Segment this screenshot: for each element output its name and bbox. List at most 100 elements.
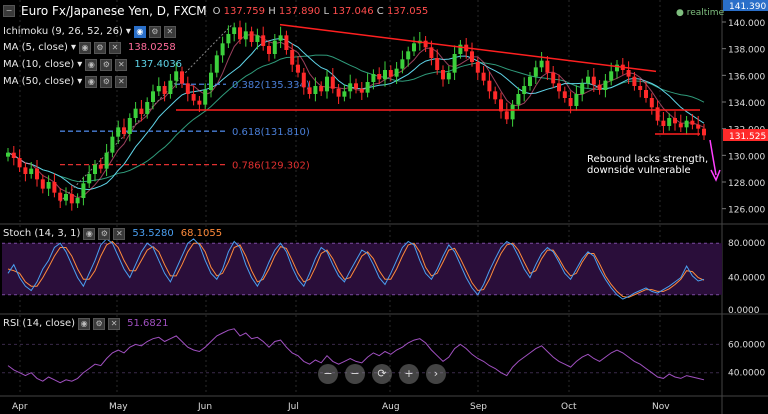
candle-body [116, 127, 121, 137]
indicator-ma10[interactable]: MA (10, close) ▾ ◉ ⚙ ✕ 137.4036 [3, 59, 183, 71]
eye-icon[interactable]: ◉ [78, 42, 91, 54]
stoch-legend[interactable]: Stoch (14, 3, 1) ◉ ⚙ ✕ 53.5280 68.1055 [3, 228, 223, 240]
candle-body [58, 192, 63, 201]
eye-icon[interactable]: ◉ [83, 228, 96, 240]
month-label: Oct [561, 402, 577, 412]
close-icon[interactable]: ✕ [113, 228, 126, 240]
candle-body [278, 35, 283, 41]
candle-body [284, 35, 289, 50]
candle-body [29, 168, 34, 174]
settings-icon[interactable]: ⚙ [100, 76, 113, 88]
close-icon[interactable]: ✕ [115, 59, 128, 71]
candle-body [632, 76, 637, 86]
candle-body [191, 94, 196, 101]
close-icon[interactable]: ✕ [163, 26, 176, 38]
dropdown-icon: ▾ [125, 26, 131, 37]
scroll-left-button[interactable]: − [345, 364, 365, 384]
stoch-tick-label: 80.0000 [728, 239, 765, 249]
rsi-legend[interactable]: RSI (14, close) ◉ ⚙ ✕ 51.6821 [3, 318, 169, 330]
candle-body [383, 70, 387, 80]
eye-icon[interactable]: ◉ [85, 59, 98, 71]
candle-body [557, 83, 561, 92]
candle-body [354, 83, 358, 89]
candle-body [185, 83, 190, 94]
close-icon[interactable]: ✕ [115, 76, 128, 88]
candle-body [522, 86, 527, 94]
scroll-right-button[interactable]: › [426, 364, 446, 384]
candle-body [290, 50, 295, 65]
indicator-ichimoku[interactable]: Ichimoku (9, 26, 52, 26) ▾ ◉ ⚙ ✕ [3, 25, 176, 39]
realtime-badge: ● realtime [676, 8, 725, 18]
eye-icon[interactable]: ◉ [133, 26, 146, 38]
candle-body [499, 99, 503, 112]
candle-body [667, 118, 672, 126]
candle-body [23, 167, 28, 174]
month-label: Jun [197, 402, 212, 412]
annotation-text: Rebound lacks strength, downside vulnera… [587, 154, 709, 176]
candle-body [649, 98, 654, 108]
candle-body [435, 58, 440, 70]
candle-body [452, 54, 457, 73]
ma10-value: 137.4036 [134, 59, 183, 70]
candle-body [580, 83, 585, 94]
zoom-in-button[interactable]: + [399, 364, 419, 384]
zoom-out-button[interactable]: − [318, 364, 338, 384]
candle-body [180, 71, 184, 84]
candle-body [348, 83, 353, 92]
candle-body [516, 94, 521, 105]
candle-body [325, 76, 329, 92]
settings-icon[interactable]: ⚙ [93, 318, 106, 330]
rsi-value: 51.6821 [127, 318, 169, 329]
eye-icon[interactable]: ◉ [78, 318, 91, 330]
candle-body [493, 91, 498, 100]
candle-body [342, 91, 347, 97]
candle-body [644, 90, 648, 98]
chart-header: − Euro Fx/Japanese Yen, D, FXCM O 137.75… [3, 4, 428, 18]
candle-body [46, 182, 51, 189]
settings-icon[interactable]: ⚙ [93, 42, 106, 54]
stoch-d-line [7, 240, 705, 298]
settings-icon[interactable]: ⚙ [100, 59, 113, 71]
candle-body [296, 64, 300, 73]
candle-body [371, 74, 376, 82]
month-label: May [109, 402, 128, 412]
dropdown-icon: ▾ [77, 59, 83, 70]
close-icon[interactable]: ✕ [108, 318, 121, 330]
collapse-icon[interactable]: − [3, 5, 15, 17]
price-tick-label: 136.000 [728, 72, 765, 82]
candle-body [388, 70, 393, 77]
settings-icon[interactable]: ⚙ [98, 228, 111, 240]
candle-body [151, 91, 155, 102]
resistance-trendline [279, 23, 657, 73]
candle-body [307, 87, 312, 94]
rsi-tick-label: 60.0000 [728, 340, 765, 350]
candle-body [87, 174, 92, 184]
eye-icon[interactable]: ◉ [85, 76, 98, 88]
close-icon[interactable]: ✕ [108, 42, 121, 54]
candle-body [423, 40, 428, 48]
axes: 140.000138.000136.000134.000132.000130.0… [12, 0, 768, 412]
candle-body [174, 71, 179, 81]
candle-body [562, 91, 567, 98]
settings-icon[interactable]: ⚙ [148, 26, 161, 38]
candle-body [313, 86, 318, 94]
price-pane: 0.382(135.334) 0.618(131.810) 0.786(129.30… [6, 20, 721, 211]
arrow-head [710, 169, 721, 182]
indicator-ma50[interactable]: MA (50, close) ▾ ◉ ⚙ ✕ [3, 75, 128, 89]
candle-body [481, 72, 486, 81]
month-label: Apr [12, 402, 28, 412]
low-value: 137.046 [332, 5, 374, 17]
reset-button[interactable]: ⟳ [372, 364, 392, 384]
candle-body [446, 72, 451, 80]
candle-body [168, 80, 173, 94]
candle-body [203, 90, 208, 105]
candle-body [122, 127, 126, 134]
candle-body [11, 152, 16, 158]
candle-body [400, 59, 405, 69]
candle-body [261, 35, 266, 46]
candle-body [6, 152, 10, 157]
candle-body [574, 94, 579, 106]
candle-body [702, 128, 706, 136]
candle-body [545, 60, 550, 73]
indicator-ma5[interactable]: MA (5, close) ▾ ◉ ⚙ ✕ 138.0258 [3, 42, 176, 54]
